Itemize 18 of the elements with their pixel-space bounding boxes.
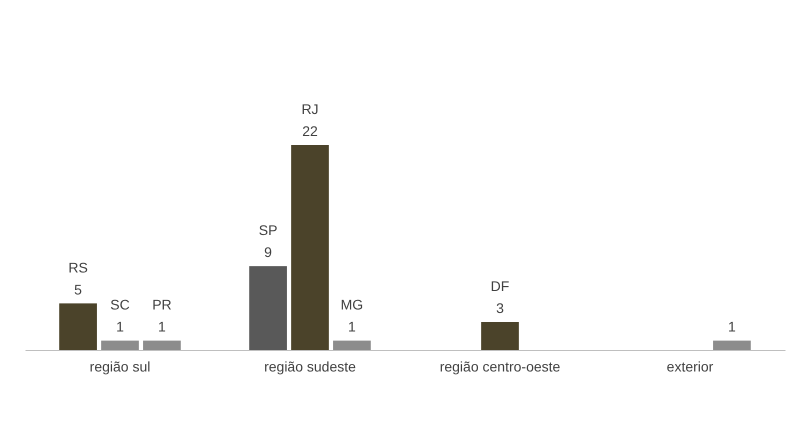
x-tick-label: região centro-oeste <box>440 358 561 374</box>
bar <box>481 322 519 350</box>
text: SC 1 <box>110 296 130 335</box>
x-tick-label: exterior <box>666 358 714 374</box>
text: DF 3 <box>490 278 510 316</box>
bar <box>143 340 181 350</box>
bar <box>333 340 371 350</box>
bar <box>291 145 329 350</box>
bar <box>249 266 287 350</box>
text: PR 1 <box>152 296 172 335</box>
data-label: 1 <box>728 318 736 335</box>
x-tick-label: região sudeste <box>264 358 356 374</box>
bar <box>713 340 751 350</box>
text: SP 9 <box>258 222 278 260</box>
text: MG 1 <box>340 296 364 335</box>
text: RS 5 <box>68 259 88 298</box>
text: RJ 22 <box>301 101 319 139</box>
x-tick-label: região sul <box>90 358 150 374</box>
